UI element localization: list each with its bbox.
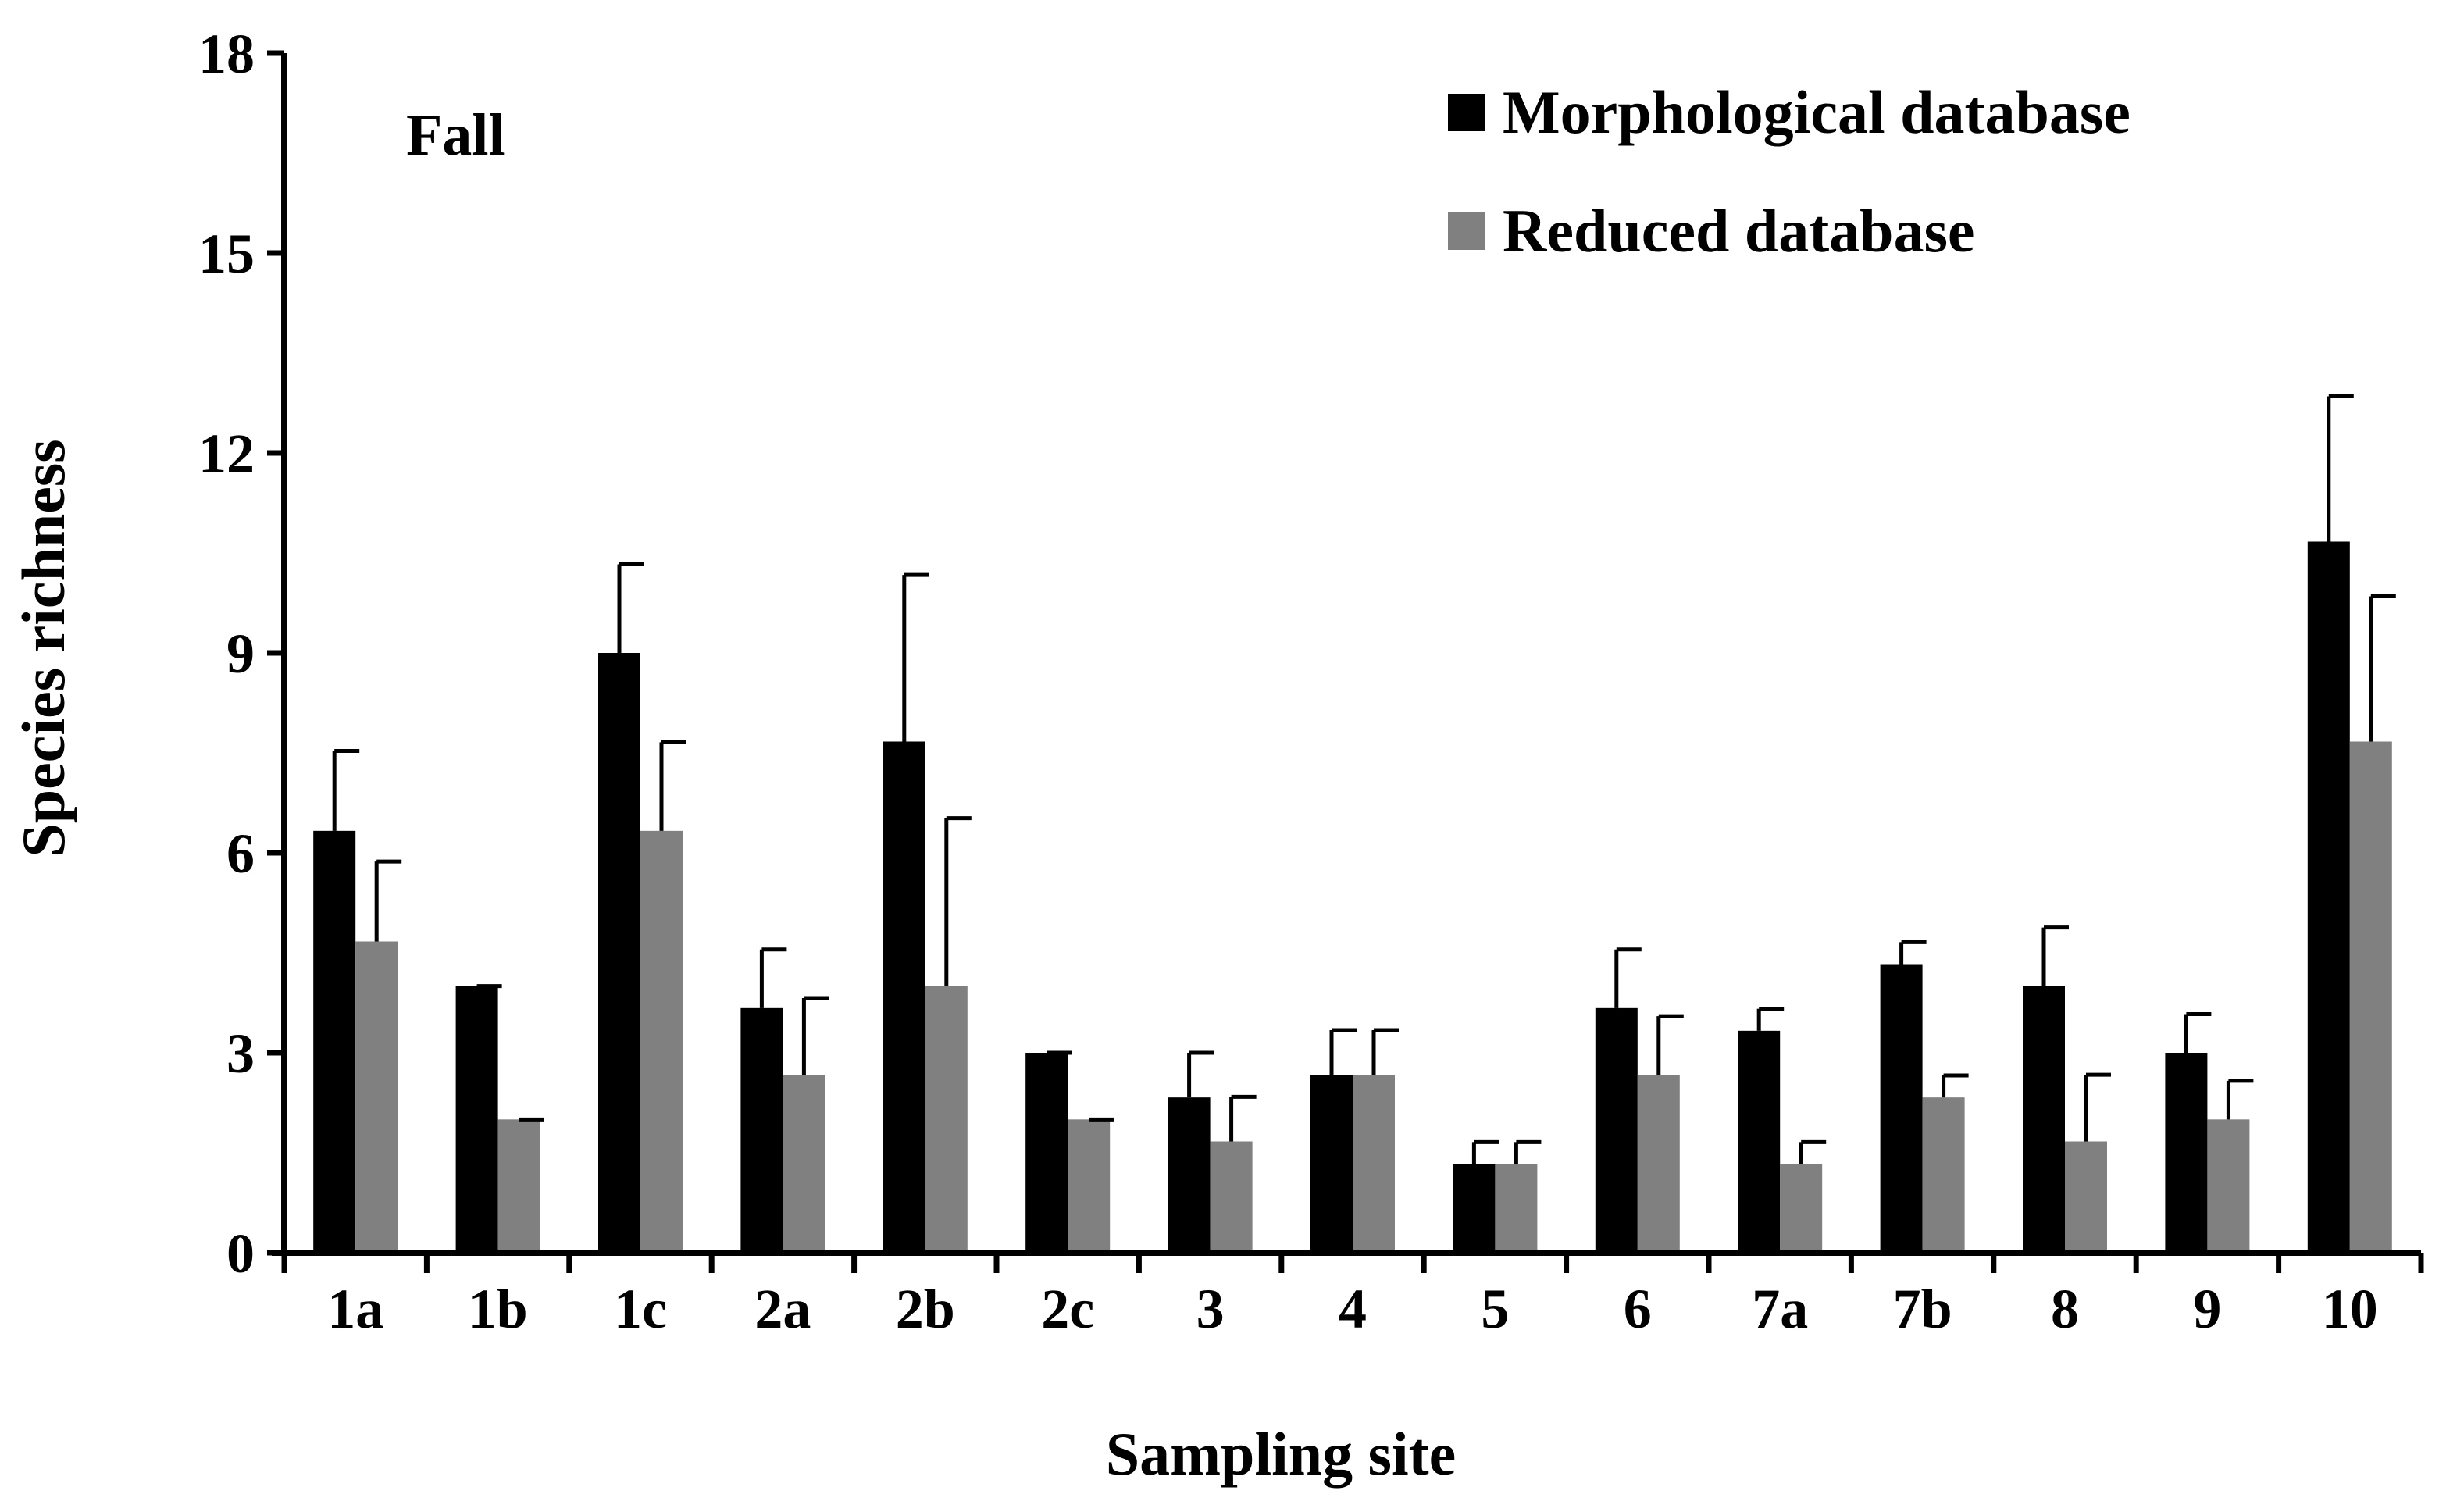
bar-reduced-1b (497, 1119, 540, 1253)
x-tick-label-6: 6 (1624, 1278, 1652, 1340)
bar-morphological-7a (1738, 1030, 1781, 1253)
y-tick-label-12: 12 (198, 423, 255, 485)
bar-morphological-2a (740, 1007, 783, 1253)
bar-reduced-10 (2349, 741, 2392, 1253)
x-tick-label-4: 4 (1339, 1278, 1367, 1340)
bar-morphological-2b (883, 741, 925, 1253)
bar-morphological-1c (598, 653, 640, 1253)
legend-label-reduced: Reduced database (1503, 197, 1975, 265)
y-tick-label-3: 3 (226, 1022, 255, 1085)
labels-layer: 1a 1b 1c 2a 2b 2c 3 4 5 6 7a 7b 8 9 10 0 3 6 9 12 15 18 (198, 23, 2378, 1340)
legend-swatch-reduced (1448, 212, 1485, 250)
x-tick-label-8: 8 (2051, 1278, 2079, 1340)
x-axis-title: Sampling site (1106, 1420, 1457, 1488)
y-tick-label-0: 0 (226, 1222, 255, 1285)
x-tick-label-3: 3 (1196, 1278, 1225, 1340)
bar-reduced-7b (1922, 1097, 1965, 1253)
bar-morphological-10 (2307, 541, 2350, 1253)
y-axis-title: Species richness (9, 439, 77, 857)
bar-reduced-2b (925, 986, 968, 1253)
bar-reduced-9 (2207, 1119, 2250, 1253)
bar-morphological-7b (1880, 964, 1923, 1253)
x-tick-label-10: 10 (2322, 1278, 2378, 1340)
x-tick-label-7a: 7a (1752, 1278, 1808, 1340)
panel-label: Fall (406, 102, 505, 168)
error-bars-layer (332, 394, 2396, 1164)
x-tick-label-2a: 2a (754, 1278, 811, 1340)
axes-layer (267, 50, 2424, 1273)
bar-morphological-1b (455, 986, 498, 1253)
bar-reduced-5 (1495, 1164, 1538, 1253)
bar-morphological-9 (2165, 1053, 2208, 1253)
x-tick-label-9: 9 (2193, 1278, 2221, 1340)
bar-reduced-4 (1353, 1075, 1395, 1253)
y-tick-label-15: 15 (198, 223, 255, 285)
y-tick-label-6: 6 (226, 822, 255, 885)
bar-reduced-2a (783, 1075, 825, 1253)
bar-morphological-4 (1310, 1075, 1353, 1253)
x-tick-label-2c: 2c (1041, 1278, 1094, 1340)
x-tick-label-7b: 7b (1893, 1278, 1952, 1340)
bar-morphological-2c (1025, 1053, 1068, 1253)
bar-morphological-1a (313, 830, 356, 1253)
y-tick-label-18: 18 (198, 23, 255, 85)
bar-reduced-8 (2065, 1141, 2107, 1253)
legend-label-morphological: Morphological database (1503, 78, 2131, 146)
bar-reduced-7a (1780, 1164, 1823, 1253)
x-tick-label-1a: 1a (327, 1278, 383, 1340)
bar-reduced-2c (1068, 1119, 1111, 1253)
bar-morphological-5 (1453, 1164, 1496, 1253)
x-tick-label-2b: 2b (896, 1278, 955, 1340)
bars-layer (313, 541, 2392, 1253)
bar-reduced-6 (1637, 1075, 1680, 1253)
bar-morphological-8 (2023, 986, 2065, 1253)
legend: Morphological database Reduced database (1448, 78, 2131, 265)
bar-reduced-1a (355, 941, 398, 1253)
y-tick-label-9: 9 (226, 622, 255, 685)
x-tick-label-1c: 1c (614, 1278, 667, 1340)
x-tick-label-1b: 1b (469, 1278, 528, 1340)
legend-swatch-morphological (1448, 94, 1485, 131)
x-tick-label-5: 5 (1481, 1278, 1509, 1340)
bar-morphological-6 (1595, 1007, 1638, 1253)
bar-reduced-3 (1210, 1141, 1253, 1253)
bar-reduced-1c (640, 830, 683, 1253)
bar-morphological-3 (1168, 1097, 1211, 1253)
